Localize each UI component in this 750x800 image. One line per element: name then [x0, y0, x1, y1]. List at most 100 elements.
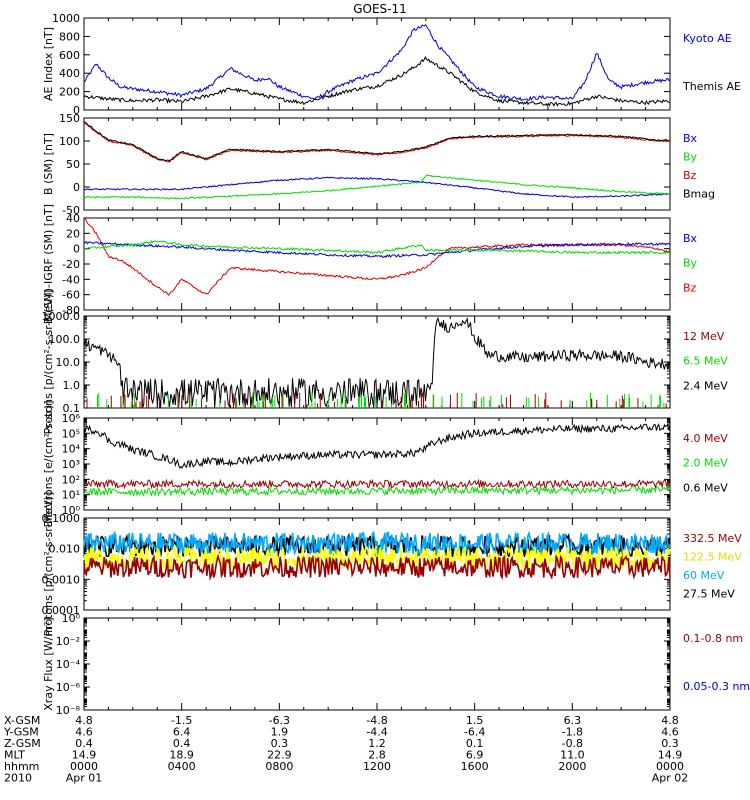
- series-line-kyoto-ae: [83, 24, 671, 102]
- legend-entry: 2.0 MeV: [683, 457, 728, 470]
- y-tick-label: -40: [62, 273, 80, 286]
- legend-entry: 6.5 MeV: [683, 355, 728, 368]
- y-tick-label: 0.0001: [42, 604, 81, 617]
- panel-7: 10⁻⁸ 10⁻⁶ 10⁻⁴ 10⁻² 10⁰ Xray Flux [W/m²] 0.1-0…: [42, 612, 750, 717]
- ephemeris-row-label: X-GSM: [4, 714, 40, 727]
- series-line-bx: [83, 240, 671, 258]
- y-tick-label: 0.1000: [42, 512, 81, 525]
- legend-entry: 332.5 MeV: [683, 532, 742, 545]
- legend-entry: By: [683, 151, 698, 164]
- y-tick-label: 0: [73, 243, 80, 256]
- y-axis-label: AE Index [nT]: [42, 27, 55, 101]
- y-tick-label: 10⁻⁴: [56, 658, 81, 671]
- legend-entry: Kyoto AE: [683, 32, 732, 45]
- y-tick-label: 0.0010: [42, 573, 81, 586]
- x-axis-ephemeris: X-GSM 4.8 -1.5 -6.3 -4.8 1.5 6.3 4.8 Y-GSM 4.6 6.4…: [3, 714, 688, 785]
- series-line-themis-ae: [83, 55, 670, 108]
- legend-entry: Bx: [683, 232, 698, 245]
- legend-entry: 0.1-0.8 nm: [683, 632, 743, 645]
- series-line-bx: [83, 176, 670, 199]
- ephemeris-value: 2000: [558, 760, 586, 773]
- panel-frame: [83, 417, 671, 511]
- ephemeris-value: -4.4: [366, 726, 387, 739]
- ephemeris-value: 4.8: [75, 714, 93, 727]
- panel-5: 10⁰ 10¹ 10² 10³ 10⁴ 10⁵ 10⁶ Electrons [e/(cm²-s…: [42, 400, 728, 527]
- y-tick-label: 1000.0: [42, 310, 81, 323]
- y-tick-label: 10¹: [62, 489, 80, 502]
- y-tick-label: 600: [59, 49, 80, 62]
- y-tick-label: 10⁻⁶: [56, 681, 81, 694]
- y-axis-label: Electrons [e/(cm²-s-sr)]: [42, 400, 55, 527]
- y-tick-label: 10⁰: [62, 504, 81, 517]
- ephemeris-row-label: hhmm: [4, 760, 39, 773]
- panel-1: 0 200 400 600 800 1000 AE Index [nT] Kyoto AE Th…: [42, 12, 741, 117]
- ephemeris-value: 4.8: [661, 714, 679, 727]
- ephemeris-value: -1.5: [171, 714, 192, 727]
- y-tick-label: 10⁻²: [56, 635, 80, 648]
- y-tick-label: 0.1: [63, 402, 81, 415]
- ephemeris-value: 14.9: [72, 749, 97, 762]
- ephemeris-value: 0000: [70, 760, 98, 773]
- ephemeris-value: 1.5: [466, 714, 484, 727]
- y-tick-label: 100: [59, 135, 80, 148]
- ephemeris-value: 0.1: [466, 737, 484, 750]
- y-axis-label: B (SM) [nT]: [42, 133, 55, 195]
- y-tick-label: 1000: [52, 12, 80, 25]
- ephemeris-value: 2.8: [368, 749, 386, 762]
- y-tick-label: 10⁻⁸: [56, 704, 81, 717]
- y-tick-label: 0.010: [49, 543, 81, 556]
- y-tick-label: 10⁵: [62, 427, 80, 440]
- y-tick-label: 10⁴: [62, 443, 81, 456]
- legend-entry: Bz: [683, 169, 697, 182]
- legend-entry: 4.0 MeV: [683, 432, 728, 445]
- y-axis-label: B (SM)-IGRF (SM) [nT]: [42, 204, 55, 324]
- ephemeris-value: 1600: [461, 760, 489, 773]
- series-line-bz: [84, 122, 671, 163]
- ephemeris-value: 1.9: [271, 726, 289, 739]
- ephemeris-value: -6.4: [464, 726, 485, 739]
- ephemeris-value: 0800: [265, 760, 293, 773]
- ephemeris-value: 1.2: [368, 737, 386, 750]
- ephemeris-value: 0400: [168, 760, 196, 773]
- series-line-by: [83, 239, 671, 255]
- y-tick-label: 0: [73, 104, 80, 117]
- legend-entry: Bmag: [683, 188, 715, 201]
- legend-entry: 122.5 MeV: [683, 551, 742, 564]
- ephemeris-value: 0000: [656, 760, 684, 773]
- y-tick-label: 10³: [62, 458, 80, 471]
- y-tick-label: -80: [62, 304, 80, 317]
- ephemeris-value: 0.3: [661, 737, 679, 750]
- ephemeris-row-label: Y-GSM: [3, 726, 39, 739]
- y-axis-label: Xray Flux [W/m²]: [42, 617, 55, 710]
- legend-entry: 0.6 MeV: [683, 481, 728, 494]
- ephemeris-value: 4.6: [75, 726, 93, 739]
- y-tick-label: 100.0: [49, 333, 81, 346]
- y-tick-label: 0: [73, 181, 80, 194]
- series-line-60-mev: [83, 530, 671, 557]
- y-tick-label: 10.0: [56, 356, 81, 369]
- series-line-bmag: [83, 121, 671, 162]
- legend-entry: 12 MeV: [683, 330, 725, 343]
- y-tick-label: 20: [66, 227, 80, 240]
- y-tick-label: 10²: [62, 473, 80, 486]
- panel-2: -50 0 50 100 150 B (SM) [nT] Bx By Bz Bmag: [42, 112, 715, 217]
- ephemeris-value: 22.9: [267, 749, 292, 762]
- ephemeris-value: 18.9: [169, 749, 194, 762]
- ephemeris-value: 11.0: [560, 749, 585, 762]
- y-axis-label: Protons [p/(cm²-s-sr-MeV)]: [42, 290, 55, 435]
- ephemeris-row-label: Z-GSM: [4, 737, 41, 750]
- legend-entry: 27.5 MeV: [683, 588, 735, 601]
- y-tick-label: 10⁶: [62, 412, 81, 425]
- series-line-332-5-mev: [83, 553, 671, 581]
- ephemeris-value: 0.4: [75, 737, 93, 750]
- y-tick-label: -60: [62, 289, 80, 302]
- y-tick-label: 200: [59, 86, 80, 99]
- panel-frame: [83, 117, 671, 211]
- start-date-label: Apr 01: [66, 772, 103, 785]
- y-tick-label: 800: [59, 30, 80, 43]
- panel-frame: [83, 217, 671, 311]
